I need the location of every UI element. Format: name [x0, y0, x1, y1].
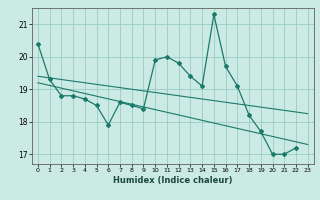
X-axis label: Humidex (Indice chaleur): Humidex (Indice chaleur) — [113, 176, 233, 185]
